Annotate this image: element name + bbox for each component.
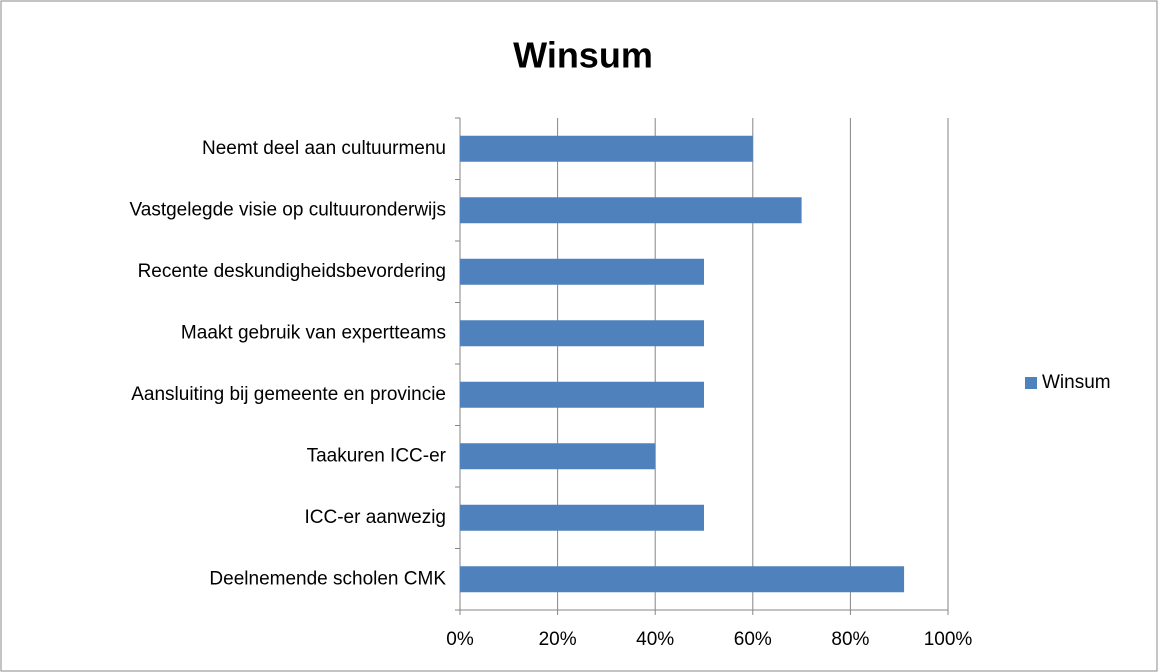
y-tick-label: Neemt deel aan cultuurmenu (202, 138, 446, 159)
y-tick-label: Maakt gebruik van expertteams (181, 322, 446, 343)
legend-label: Winsum (1042, 372, 1111, 393)
y-tick-label: Deelnemende scholen CMK (209, 568, 446, 589)
bar (460, 504, 704, 531)
chart-title: Winsum (513, 35, 653, 76)
bar (460, 197, 802, 224)
x-tick-label: 40% (636, 629, 674, 650)
legend-swatch (1025, 377, 1037, 389)
y-tick-label: Vastgelegde visie op cultuuronderwijs (130, 199, 447, 220)
y-tick-label: Taakuren ICC-er (307, 445, 447, 466)
x-tick-label: 80% (831, 629, 869, 650)
bar (460, 566, 905, 593)
x-tick-label: 20% (539, 629, 577, 650)
bar (460, 381, 704, 408)
bar (460, 135, 753, 162)
y-tick-label: ICC-er aanwezig (305, 507, 447, 528)
x-tick-label: 60% (734, 629, 772, 650)
x-tick-label: 100% (924, 629, 973, 650)
x-tick-label: 0% (446, 629, 474, 650)
bar (460, 320, 704, 347)
y-tick-label: Aansluiting bij gemeente en provincie (131, 384, 446, 405)
bar (460, 443, 656, 470)
bar (460, 258, 704, 285)
y-tick-label: Recente deskundigheidsbevordering (138, 261, 446, 282)
